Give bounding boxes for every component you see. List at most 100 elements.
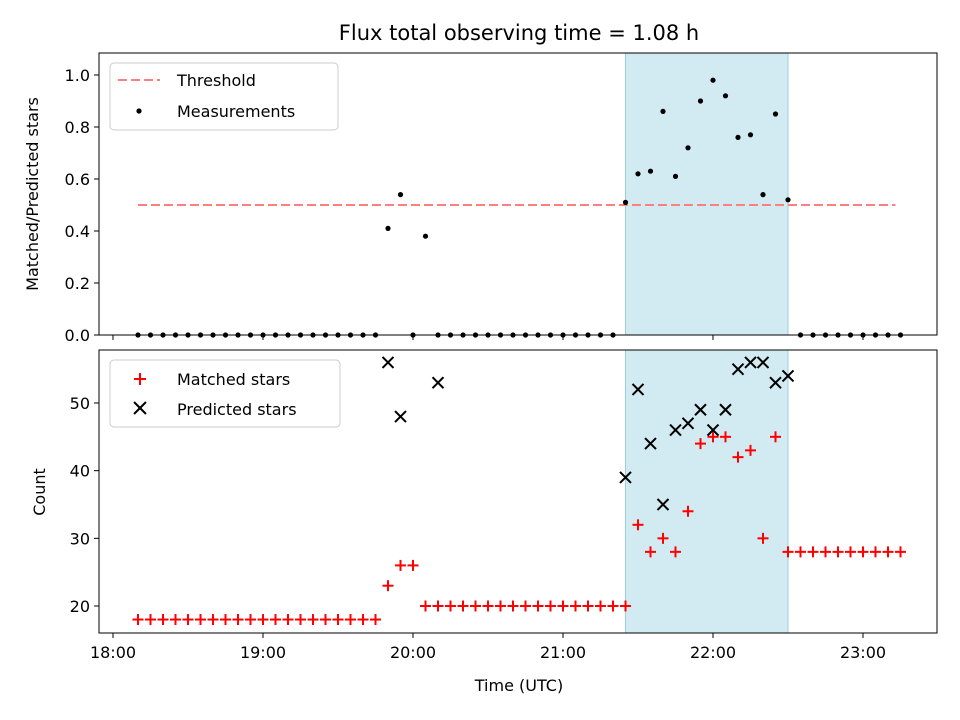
matched-star-point xyxy=(695,438,706,450)
measurement-point xyxy=(722,93,729,99)
matched-star-point xyxy=(720,431,731,443)
matched-star-point xyxy=(632,519,644,531)
matched-star-point xyxy=(495,600,506,612)
bottom-x-tick-label: 22:00 xyxy=(690,643,736,662)
measurement-point xyxy=(772,111,779,117)
matched-star-point xyxy=(382,580,394,592)
bottom-x-tick-label: 19:00 xyxy=(240,643,286,662)
measurement-point xyxy=(685,145,691,151)
top-y-tick-label: 1.0 xyxy=(65,66,90,85)
matched-star-point xyxy=(182,614,194,626)
top-panel: 0.0 0.2 0.4 0.6 0.8 1.0 Matched/Predicted sta… xyxy=(23,52,938,345)
top-legend-box xyxy=(109,62,339,131)
legend-matched-label: Matched stars xyxy=(177,370,290,389)
matched-star-point xyxy=(645,546,656,558)
predicted-star-point xyxy=(631,383,645,396)
measurement-point xyxy=(635,171,641,177)
matched-star-point xyxy=(557,600,569,612)
matched-star-point xyxy=(795,546,806,558)
matched-star-point xyxy=(307,614,319,626)
matched-star-point xyxy=(757,532,769,544)
matched-star-point xyxy=(845,546,856,558)
bottom-y-tick-label: 40 xyxy=(70,462,90,481)
bottom-plot-frame xyxy=(98,349,938,634)
bottom-x-tick-label: 18:00 xyxy=(90,643,136,662)
measurement-point xyxy=(785,197,791,203)
matched-stars-series xyxy=(132,431,906,626)
matched-star-point xyxy=(407,559,419,571)
matched-star-point xyxy=(732,451,744,463)
bottom-y-tick-label: 20 xyxy=(70,597,90,616)
predicted-star-point xyxy=(619,471,632,484)
legend-measurements-label: Measurements xyxy=(177,102,295,121)
bottom-x-tick-label: 23:00 xyxy=(840,643,886,662)
measurement-point xyxy=(747,132,754,138)
predicted-star-point xyxy=(769,376,782,389)
matched-star-point xyxy=(207,614,219,626)
bottom-y-axis: 20 30 40 50 xyxy=(70,394,99,616)
measurement-point xyxy=(385,225,391,231)
predicted-star-point xyxy=(381,356,395,369)
predicted-star-point xyxy=(781,369,795,383)
predicted-star-point xyxy=(644,437,657,450)
measurement-point xyxy=(397,192,404,198)
matched-star-point xyxy=(570,600,581,612)
bottom-y-tick-label: 30 xyxy=(70,529,90,548)
matched-star-point xyxy=(445,600,456,612)
matched-star-point xyxy=(370,614,381,626)
predicted-star-point xyxy=(731,362,745,376)
bottom-x-axis: 18:00 19:00 20:00 21:00 22:00 23:00 xyxy=(90,633,886,662)
matched-star-point xyxy=(620,600,631,612)
measurement-point xyxy=(660,108,666,114)
matched-star-point xyxy=(532,600,544,612)
predicted-star-point xyxy=(681,417,695,430)
matched-star-point xyxy=(220,614,231,626)
matched-star-point xyxy=(657,532,669,544)
matched-star-point xyxy=(707,431,719,443)
matched-star-point xyxy=(345,614,356,626)
measurement-point xyxy=(697,98,704,104)
predicted-star-point xyxy=(669,423,682,437)
measurement-point xyxy=(710,77,716,83)
legend-measurements-swatch xyxy=(136,108,142,114)
matched-star-point xyxy=(682,505,694,517)
matched-star-point xyxy=(395,559,406,571)
matched-star-point xyxy=(770,431,781,443)
predicted-star-point xyxy=(744,356,757,369)
matched-star-point xyxy=(870,546,881,558)
predicted-star-point xyxy=(719,403,732,416)
matched-star-point xyxy=(670,546,681,558)
bottom-y-axis-label: Count xyxy=(30,468,49,516)
top-legend: Threshold Measurements xyxy=(109,62,339,131)
measurement-point xyxy=(622,199,629,205)
matched-star-point xyxy=(357,614,369,626)
matched-star-point xyxy=(482,600,494,612)
matched-star-point xyxy=(520,600,531,612)
matched-star-point xyxy=(582,600,594,612)
legend-predicted-swatch xyxy=(133,401,147,415)
top-y-tick-label: 0.6 xyxy=(65,170,90,189)
matched-star-point xyxy=(157,614,169,626)
measurement-point xyxy=(422,233,429,239)
matched-star-point xyxy=(332,614,344,626)
matched-star-point xyxy=(132,614,144,626)
bottom-y-tick-label: 50 xyxy=(70,394,90,413)
predicted-stars-series xyxy=(381,356,795,511)
predicted-star-point xyxy=(656,498,670,511)
matched-star-point xyxy=(807,546,819,558)
top-y-tick-label: 0.2 xyxy=(65,274,90,293)
bottom-legend-box xyxy=(109,359,341,428)
matched-star-point xyxy=(545,600,556,612)
chart-title: Flux total observing time = 1.08 h xyxy=(339,21,699,45)
bottom-legend: Matched stars Predicted stars xyxy=(109,359,341,428)
top-y-axis: 0.0 0.2 0.4 0.6 0.8 1.0 xyxy=(65,66,99,345)
bottom-x-tick-label: 20:00 xyxy=(390,643,436,662)
measurement-point xyxy=(735,134,741,140)
predicted-star-point xyxy=(394,410,407,423)
legend-matched-swatch xyxy=(134,373,146,385)
matched-star-point xyxy=(882,546,894,558)
matched-star-point xyxy=(745,444,756,456)
predicted-star-point xyxy=(706,423,720,437)
